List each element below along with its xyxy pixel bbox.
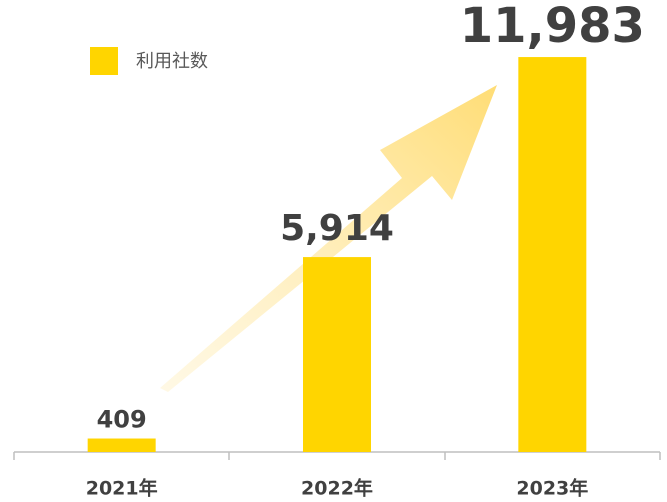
x-tick-label: 2021年 [86,477,158,500]
value-label: 5,914 [280,208,394,249]
trend-arrow [160,85,497,392]
value-label: 11,983 [460,0,645,54]
bar [87,438,156,452]
bar [518,57,587,452]
legend-label: 利用社数 [136,51,208,72]
legend-swatch [90,47,118,75]
x-tick-label: 2023年 [516,477,588,500]
x-tick-label: 2022年 [301,477,373,500]
bar [303,257,371,452]
axis-ticks [13,452,661,460]
value-label: 409 [97,406,147,434]
